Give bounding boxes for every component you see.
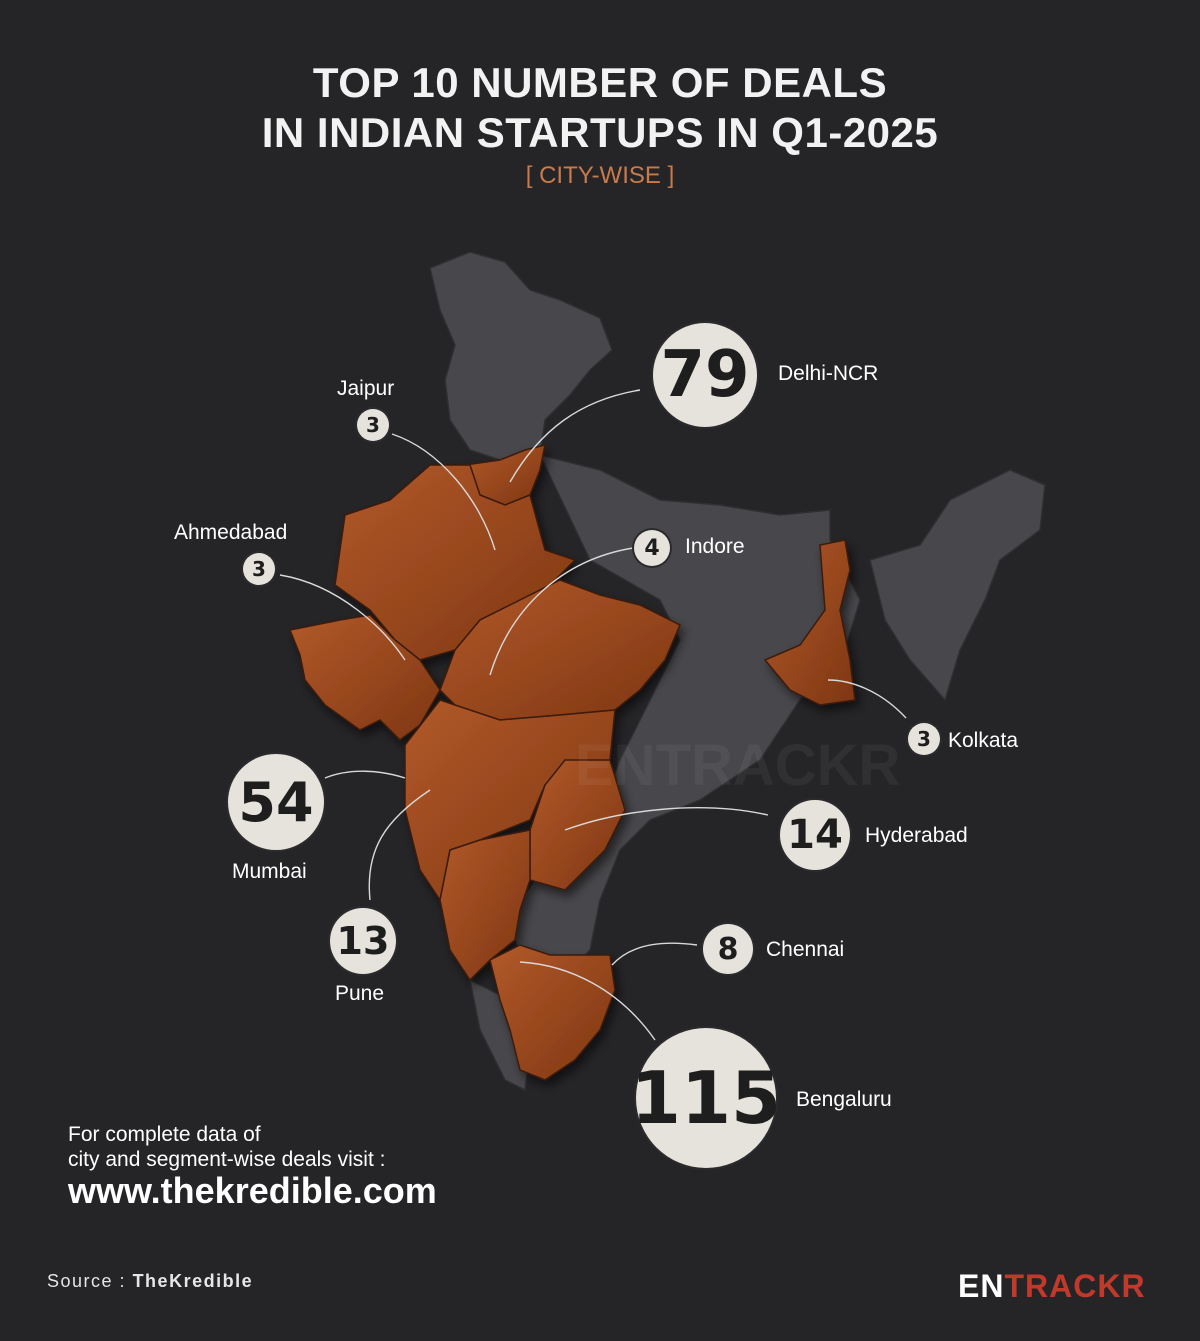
northeast-region (869, 469, 1046, 702)
source-credit: Source : TheKredible (47, 1271, 253, 1292)
badge-indore: 4 (634, 530, 670, 566)
footer-url-link[interactable]: www.thekredible.com (68, 1170, 437, 1211)
connector-mumbai (324, 770, 406, 779)
connector-lines (279, 389, 907, 1041)
badge-chennai: 8 (703, 924, 753, 974)
brand-part-1: EN (958, 1268, 1005, 1304)
north-region (429, 251, 613, 461)
label-hyderabad: Hyderabad (865, 824, 968, 847)
footer-note-line-1: For complete data of (68, 1123, 261, 1146)
connector-jaipur (391, 433, 496, 551)
badge-kolkata: 3 (908, 723, 940, 755)
badge-bengaluru: 115 (631, 1028, 781, 1168)
label-pune: Pune (335, 982, 385, 1005)
label-ahmedabad: Ahmedabad (174, 521, 288, 544)
chart-title: TOP 10 NUMBER OF DEALS IN INDIAN STARTUP… (0, 58, 1200, 158)
brand-logo: ENTRACKR (958, 1268, 1146, 1305)
highlighted-regions (288, 443, 856, 1081)
source-name: TheKredible (132, 1271, 254, 1291)
connector-delhi (509, 389, 641, 483)
brand-part-2: TRACKR (1004, 1268, 1146, 1304)
label-mumbai: Mumbai (232, 860, 307, 883)
label-delhi-ncr: Delhi-NCR (778, 362, 879, 385)
label-bengaluru: Bengaluru (796, 1088, 892, 1111)
badge-delhi-ncr: 79 (653, 323, 757, 427)
gujarat-region (288, 614, 441, 741)
badge-mumbai: 54 (228, 754, 324, 850)
badge-pune: 13 (330, 908, 396, 974)
title-line-2: IN INDIAN STARTUPS IN Q1-2025 (261, 109, 939, 156)
label-chennai: Chennai (766, 938, 845, 961)
connector-hyderabad (564, 807, 769, 831)
connector-pune (368, 789, 431, 901)
connector-chennai (611, 942, 698, 966)
footer-note: For complete data of city and segment-wi… (68, 1122, 385, 1172)
footer-note-line-2: city and segment-wise deals visit : (68, 1148, 386, 1171)
label-kolkata: Kolkata (948, 729, 1019, 752)
connector-kolkata (827, 679, 907, 719)
connector-ahmedabad (279, 574, 406, 661)
connector-bengaluru (519, 961, 656, 1041)
badge-ahmedabad: 3 (243, 553, 275, 585)
west-bengal-region (763, 539, 856, 706)
connector-indore (489, 547, 634, 676)
title-line-1: TOP 10 NUMBER OF DEALS (312, 59, 888, 106)
badge-jaipur: 3 (357, 409, 389, 441)
watermark: ENTRACKR (575, 733, 900, 798)
label-jaipur: Jaipur (337, 377, 395, 400)
source-label: Source : (47, 1271, 127, 1291)
karnataka-region (439, 829, 531, 982)
badge-hyderabad: 14 (780, 800, 850, 870)
subtitle: [ CITY-WISE ] (525, 162, 675, 189)
label-indore: Indore (685, 535, 745, 558)
